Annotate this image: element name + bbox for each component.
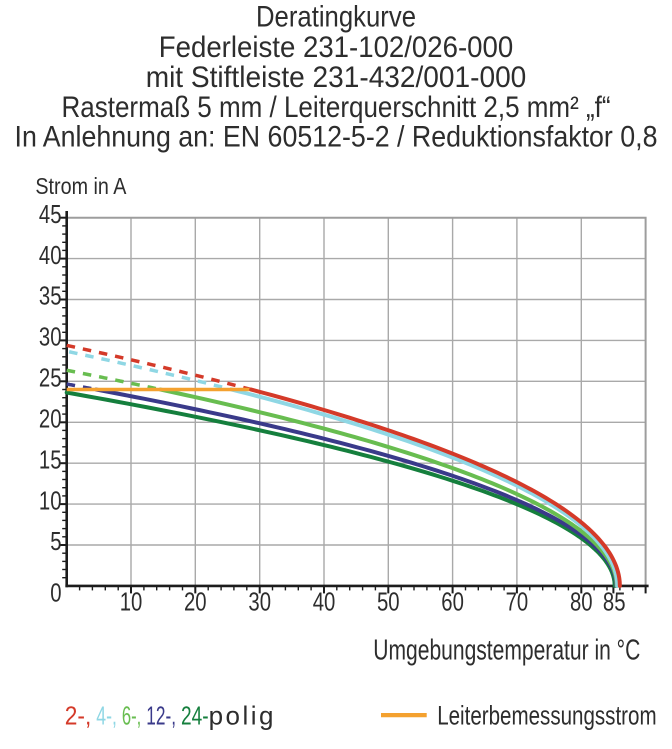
svg-text:Rastermaß 5 mm / Leiterquersch: Rastermaß 5 mm / Leiterquerschnitt 2,5 m… bbox=[62, 91, 611, 124]
svg-text:Leiterbemessungsstrom: Leiterbemessungsstrom bbox=[437, 701, 656, 731]
svg-text:45: 45 bbox=[39, 199, 62, 229]
svg-text:10: 10 bbox=[120, 587, 143, 617]
svg-text:24-: 24- bbox=[181, 701, 209, 731]
svg-text:Federleiste 231-102/026-000: Federleiste 231-102/026-000 bbox=[159, 31, 514, 64]
svg-text:25: 25 bbox=[39, 363, 62, 393]
svg-text:mit Stiftleiste 231-432/001-00: mit Stiftleiste 231-432/001-000 bbox=[146, 61, 527, 94]
svg-text:20: 20 bbox=[184, 587, 207, 617]
svg-text:80: 80 bbox=[570, 587, 593, 617]
svg-text:Umgebungstemperatur in °C: Umgebungstemperatur in °C bbox=[373, 635, 640, 667]
svg-text:Deratingkurve: Deratingkurve bbox=[256, 1, 416, 34]
svg-text:60: 60 bbox=[441, 587, 464, 617]
svg-text:4-,: 4-, bbox=[96, 701, 117, 731]
svg-text:5: 5 bbox=[50, 526, 61, 556]
svg-text:In Anlehnung an: EN 60512-5-2: In Anlehnung an: EN 60512-5-2 / Reduktio… bbox=[15, 121, 658, 154]
svg-text:35: 35 bbox=[39, 281, 62, 311]
svg-text:20: 20 bbox=[39, 404, 62, 434]
svg-text:0: 0 bbox=[50, 578, 61, 608]
svg-text:Strom in A: Strom in A bbox=[35, 173, 127, 199]
svg-text:2-,: 2-, bbox=[65, 701, 92, 731]
svg-text:12-,: 12-, bbox=[146, 701, 176, 731]
svg-text:50: 50 bbox=[377, 587, 400, 617]
svg-text:30: 30 bbox=[248, 587, 271, 617]
svg-text:40: 40 bbox=[39, 240, 62, 270]
svg-text:30: 30 bbox=[39, 322, 62, 352]
svg-text:70: 70 bbox=[506, 587, 529, 617]
svg-text:10: 10 bbox=[39, 485, 62, 515]
svg-text:85: 85 bbox=[603, 587, 626, 617]
svg-text:6-,: 6-, bbox=[122, 701, 141, 731]
svg-text:40: 40 bbox=[313, 587, 336, 617]
svg-text:15: 15 bbox=[39, 444, 62, 474]
